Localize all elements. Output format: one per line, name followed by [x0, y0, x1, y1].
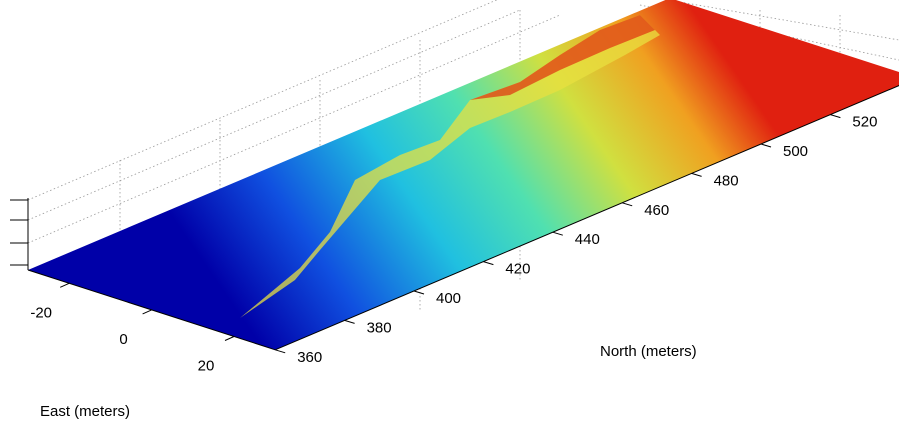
y-tick-label: 480	[714, 172, 739, 189]
y-tick	[830, 114, 841, 119]
y-tick	[344, 319, 355, 324]
ridge	[240, 15, 660, 318]
ridge-peak	[470, 15, 655, 100]
y-tick-label: 400	[436, 290, 461, 307]
y-tick	[483, 261, 494, 266]
y-tick-label: 380	[367, 319, 392, 336]
x-axis-label: East (meters)	[40, 403, 130, 420]
y-tick	[413, 290, 425, 295]
x-tick	[59, 282, 70, 288]
x-tick-label: -20	[30, 304, 52, 321]
z-axis	[10, 198, 29, 270]
y-tick-label: 460	[644, 202, 669, 219]
y-tick-label: 420	[505, 261, 530, 278]
x-tick	[224, 336, 235, 341]
x-tick	[142, 309, 152, 315]
y-tick	[622, 202, 633, 207]
x-tick-label: 20	[198, 357, 215, 374]
x-tick-label: 0	[119, 331, 127, 348]
surface	[28, 0, 899, 350]
y-tick-label: 520	[852, 114, 877, 131]
y-tick	[691, 172, 702, 177]
y-axis-line	[275, 84, 899, 351]
y-tick	[552, 231, 563, 236]
y-tick	[275, 349, 286, 354]
y-axis-label: North (meters)	[600, 343, 697, 360]
y-tick-label: 440	[575, 231, 600, 248]
y-tick-label: 360	[297, 349, 322, 366]
y-tick	[760, 143, 772, 148]
surface-layer	[28, 0, 899, 350]
y-tick-label: 500	[783, 143, 808, 160]
